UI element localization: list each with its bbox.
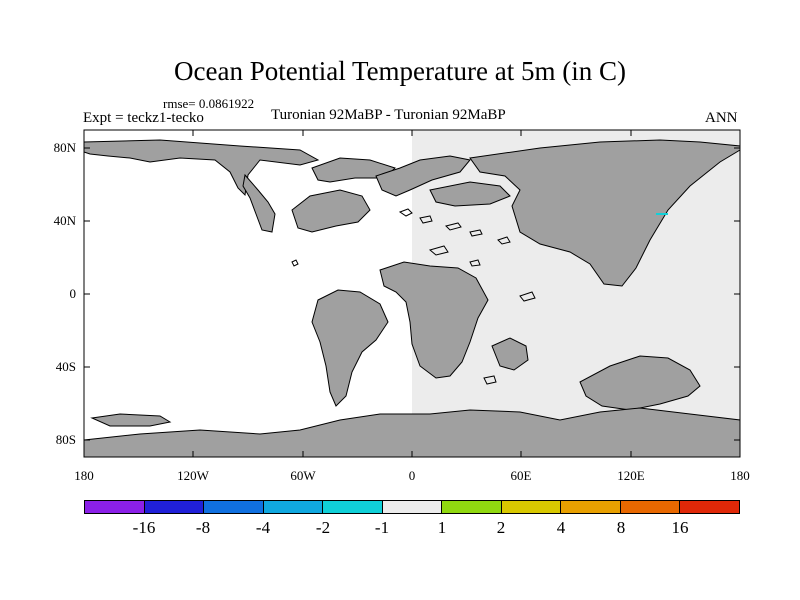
colorbar-box-10 [621,501,681,513]
colorbar-label-3: -4 [243,518,283,538]
colorbar-label-7: 2 [481,518,521,538]
x-tick-label-0: 0 [382,468,442,484]
colorbar-box-11 [680,501,739,513]
y-tick-label-80n: 80N [46,140,76,156]
x-tick-label-120e: 120E [601,468,661,484]
colorbar-box-1 [85,501,145,513]
x-tick-label-60e: 60E [491,468,551,484]
colorbar-box-9 [561,501,621,513]
colorbar-label-9: 8 [601,518,641,538]
colorbar-box-8 [502,501,562,513]
x-tick-label-120w: 120W [163,468,223,484]
colorbar-label-5: -1 [362,518,402,538]
colorbar-label-6: 1 [422,518,462,538]
colorbar-box-3 [204,501,264,513]
colorbar-box-6 [383,501,443,513]
y-tick-label-80s: 80S [46,432,76,448]
colorbar-box-4 [264,501,324,513]
colorbar-label-8: 4 [541,518,581,538]
y-tick-label-0: 0 [46,286,76,302]
y-tick-label-40n: 40N [46,213,76,229]
colorbar-label-10: 16 [660,518,700,538]
colorbar-label-2: -8 [183,518,223,538]
colorbar-box-2 [145,501,205,513]
colorbar-label-4: -2 [303,518,343,538]
colorbar [84,500,740,514]
x-tick-label-180e: 180 [710,468,770,484]
colorbar-label-1: -16 [124,518,164,538]
x-tick-label-180w: 180 [54,468,114,484]
colorbar-box-5 [323,501,383,513]
x-tick-label-60w: 60W [273,468,333,484]
y-tick-label-40s: 40S [46,359,76,375]
colorbar-box-7 [442,501,502,513]
